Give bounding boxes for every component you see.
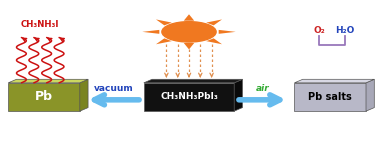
Polygon shape — [218, 30, 236, 34]
Polygon shape — [234, 79, 242, 111]
Polygon shape — [144, 83, 234, 111]
Text: O₂: O₂ — [313, 26, 325, 35]
Polygon shape — [206, 19, 222, 25]
Text: Pb: Pb — [35, 91, 53, 104]
Text: vacuum: vacuum — [94, 85, 133, 93]
Polygon shape — [184, 14, 194, 21]
Polygon shape — [294, 83, 366, 111]
Text: air: air — [256, 85, 269, 93]
Text: H₂O: H₂O — [336, 26, 355, 35]
Polygon shape — [366, 79, 374, 111]
Polygon shape — [156, 38, 172, 44]
Polygon shape — [184, 43, 194, 49]
Polygon shape — [8, 83, 80, 111]
Circle shape — [162, 22, 216, 42]
Polygon shape — [294, 79, 374, 83]
Polygon shape — [144, 79, 242, 83]
Polygon shape — [142, 30, 160, 34]
Text: CH₃NH₃PbI₃: CH₃NH₃PbI₃ — [160, 93, 218, 102]
Polygon shape — [206, 38, 222, 44]
Text: CH₃NH₃I: CH₃NH₃I — [21, 20, 59, 29]
Polygon shape — [8, 79, 88, 83]
Polygon shape — [80, 79, 88, 111]
Polygon shape — [156, 19, 172, 25]
Text: Pb salts: Pb salts — [308, 92, 352, 102]
